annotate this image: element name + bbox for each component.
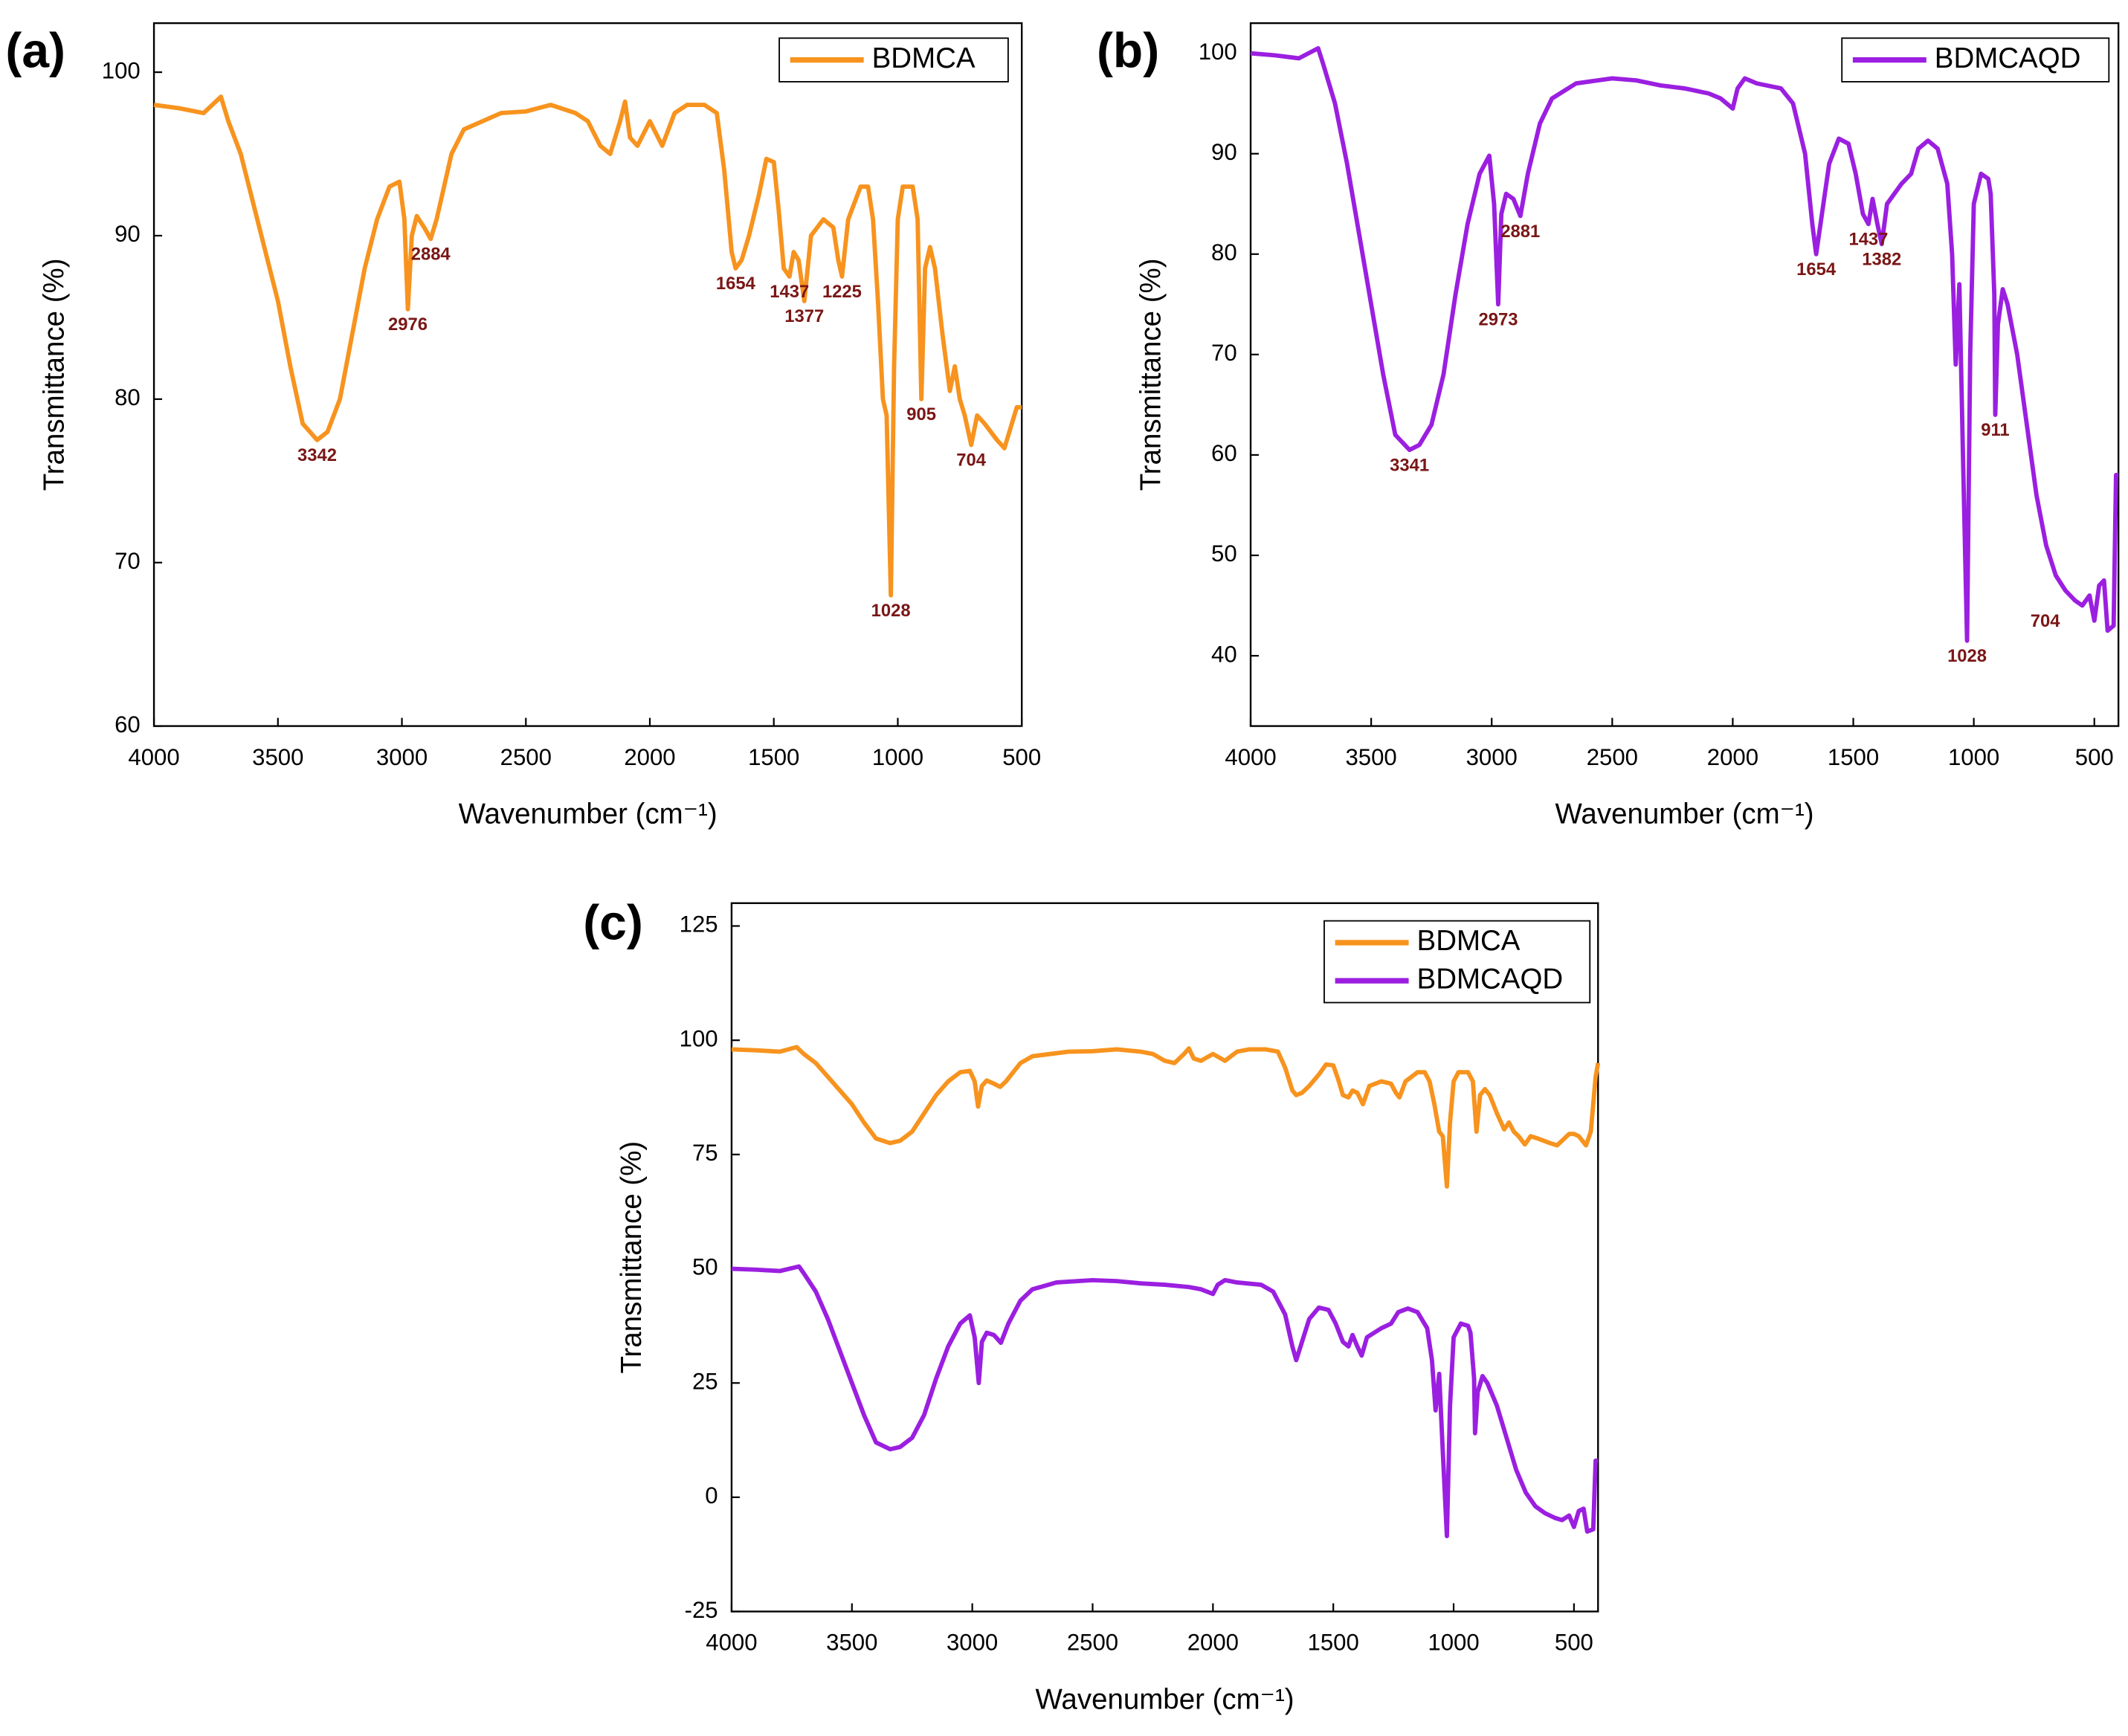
x-tick-label: 3500 <box>826 1630 877 1656</box>
panel-label: (c) <box>583 894 643 949</box>
peak-label: 1225 <box>822 282 862 302</box>
legend-box <box>1323 920 1591 1004</box>
plot-frame <box>1249 22 2120 727</box>
x-tick-label: 3500 <box>252 744 303 770</box>
peak-label: 2881 <box>1500 222 1540 242</box>
y-tick-label: 25 <box>692 1368 718 1394</box>
plot-frame <box>152 22 1023 727</box>
y-tick-label: 75 <box>692 1140 718 1166</box>
y-tick-label: 80 <box>115 384 141 410</box>
x-tick-label: 1000 <box>872 744 923 770</box>
x-tick-label: 500 <box>1555 1630 1593 1656</box>
peak-label: 704 <box>2031 611 2060 631</box>
spectrum-line <box>731 1264 1599 1539</box>
x-tick-label: 4000 <box>706 1630 757 1656</box>
x-axis-label: Wavenumber (cm⁻¹) <box>1555 798 1814 830</box>
x-tick-label: 2000 <box>1707 744 1758 770</box>
legend-box <box>1841 37 2110 83</box>
peak-label: 2884 <box>411 245 451 265</box>
y-tick-label: 100 <box>102 57 141 83</box>
peak-label: 3341 <box>1390 455 1429 475</box>
x-tick-label: 500 <box>1002 744 1041 770</box>
legend-label: BDMCA <box>872 42 976 74</box>
x-tick-label: 1000 <box>1428 1630 1479 1656</box>
peak-label: 1654 <box>716 274 756 294</box>
y-tick-label: 90 <box>1211 139 1237 165</box>
plot-frame <box>730 902 1599 1613</box>
legend-label: BDMCAQD <box>1935 42 2081 74</box>
peak-label: 1382 <box>1862 250 1901 270</box>
x-tick-label: 4000 <box>1225 744 1276 770</box>
y-tick-label: 50 <box>692 1254 718 1280</box>
x-tick-label: 3000 <box>947 1630 998 1656</box>
x-tick-label: 1500 <box>1828 744 1879 770</box>
legend-label: BDMCAQD <box>1417 963 1564 995</box>
x-tick-label: 2000 <box>624 744 675 770</box>
x-tick-label: 2500 <box>1587 744 1638 770</box>
peak-label: 704 <box>956 451 986 471</box>
y-tick-label: 100 <box>1199 39 1237 65</box>
peak-label: 1028 <box>871 601 911 621</box>
y-tick-label: 80 <box>1211 239 1237 265</box>
spectrum-line <box>153 94 1022 598</box>
peak-label: 3342 <box>297 445 337 465</box>
peak-label: 911 <box>1981 420 2009 440</box>
x-tick-label: 2000 <box>1187 1630 1239 1656</box>
y-tick-label: 60 <box>1211 440 1237 466</box>
spectrum-line <box>1250 45 2119 643</box>
peak-label: 1028 <box>1947 646 1987 666</box>
x-axis-label: Wavenumber (cm⁻¹) <box>459 798 718 830</box>
x-tick-label: 1000 <box>1948 744 1999 770</box>
x-tick-label: 3500 <box>1345 744 1396 770</box>
y-tick-label: 40 <box>1211 641 1237 667</box>
x-tick-label: 2500 <box>1067 1630 1118 1656</box>
y-tick-label: -25 <box>685 1597 718 1623</box>
y-tick-label: 70 <box>115 548 141 574</box>
x-tick-label: 3000 <box>376 744 428 770</box>
peak-label: 1654 <box>1796 259 1837 280</box>
y-tick-label: 90 <box>115 221 141 247</box>
x-tick-label: 1500 <box>748 744 799 770</box>
y-tick-label: 0 <box>705 1482 718 1508</box>
y-axis-label: Transmittance (%) <box>38 258 70 491</box>
y-tick-label: 70 <box>1211 340 1237 366</box>
peak-label: 1437 <box>1848 230 1888 250</box>
y-axis-label: Transmittance (%) <box>1135 258 1167 491</box>
panel-label: (a) <box>5 23 65 78</box>
x-tick-label: 2500 <box>500 744 552 770</box>
y-axis-label: Transmittance (%) <box>616 1141 648 1374</box>
x-tick-label: 500 <box>2075 744 2114 770</box>
peak-label: 1377 <box>784 306 824 326</box>
peak-label: 2973 <box>1478 310 1518 330</box>
x-axis-label: Wavenumber (cm⁻¹) <box>1036 1684 1294 1716</box>
y-tick-label: 100 <box>680 1025 718 1051</box>
y-tick-label: 125 <box>680 911 718 938</box>
x-tick-label: 1500 <box>1308 1630 1359 1656</box>
panel-label: (b) <box>1097 23 1159 78</box>
peak-label: 905 <box>906 404 936 425</box>
y-tick-label: 50 <box>1211 541 1237 567</box>
peak-label: 1437 <box>770 282 809 302</box>
legend-label: BDMCA <box>1417 925 1521 957</box>
x-tick-label: 3000 <box>1466 744 1518 770</box>
spectrum-line <box>731 1045 1601 1189</box>
x-tick-label: 4000 <box>128 744 179 770</box>
y-tick-label: 60 <box>115 711 141 738</box>
peak-label: 2976 <box>388 314 428 335</box>
